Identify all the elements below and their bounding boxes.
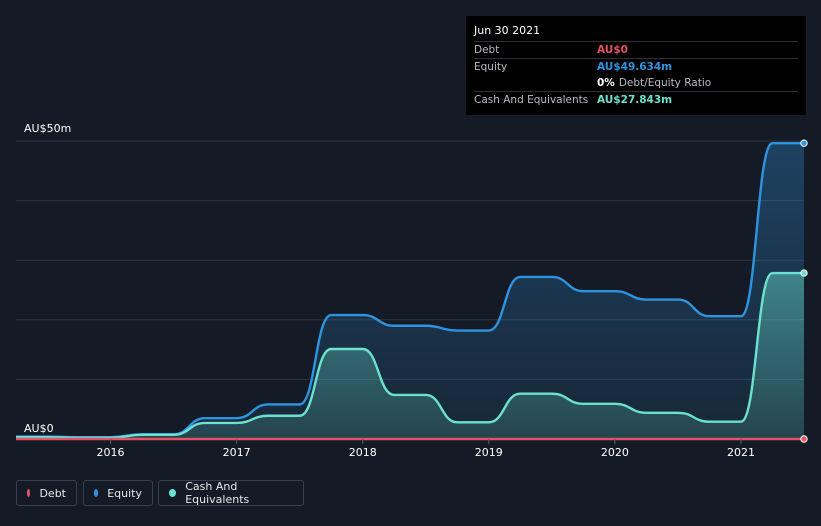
tooltip-row-equity: Equity AU$49.634m [474,58,798,75]
equity-end-point [800,139,808,147]
tooltip-date: Jun 30 2021 [474,24,541,37]
legend-equity-label: Equity [107,486,142,500]
debt-dot-icon [27,489,31,497]
y-tick-label-top: AU$50m [24,122,71,135]
cash-line [16,271,804,440]
legend-item-cash[interactable]: Cash And Equivalents [158,480,304,506]
cash-end-point [800,269,808,277]
cash-dot-icon [169,489,177,497]
legend-item-debt[interactable]: Debt [16,480,77,506]
x-tick-label: 2018 [349,446,377,459]
legend-item-equity[interactable]: Equity [83,480,153,506]
legend-debt-label: Debt [39,486,66,500]
x-tick-label: 2016 [97,446,125,459]
tooltip-panel: Jun 30 2021 Debt AU$0 Equity AU$49.634m … [466,16,806,115]
tooltip-debt-label: Debt [474,44,500,56]
y-tick-label-bottom: AU$0 [24,422,54,435]
x-tick-label: 2021 [727,446,755,459]
tooltip-equity-label: Equity [474,61,508,73]
tooltip-cash-label: Cash And Equivalents [474,94,589,106]
tooltip-debt-value: AU$0 [597,44,628,56]
tooltip-equity-value: AU$49.634m [597,61,673,73]
tooltip-ratio-value: 0% [597,77,615,89]
equity-area [16,143,804,439]
tooltip-row-cash: Cash And Equivalents AU$27.843m [474,91,798,108]
debt-end-point [800,435,808,443]
tooltip-row-ratio: 0% Debt/Equity Ratio [474,75,798,91]
tooltip-ratio-label: Debt/Equity Ratio [618,77,712,89]
legend-cash-label: Cash And Equivalents [185,480,250,506]
x-tick-label: 2017 [223,446,251,459]
tooltip-cash-value: AU$27.843m [597,94,673,106]
x-tick-label: 2019 [475,446,503,459]
equity-dot-icon [94,489,99,497]
tooltip-row-debt: Debt AU$0 [474,41,798,58]
x-tick-label: 2020 [601,446,629,459]
